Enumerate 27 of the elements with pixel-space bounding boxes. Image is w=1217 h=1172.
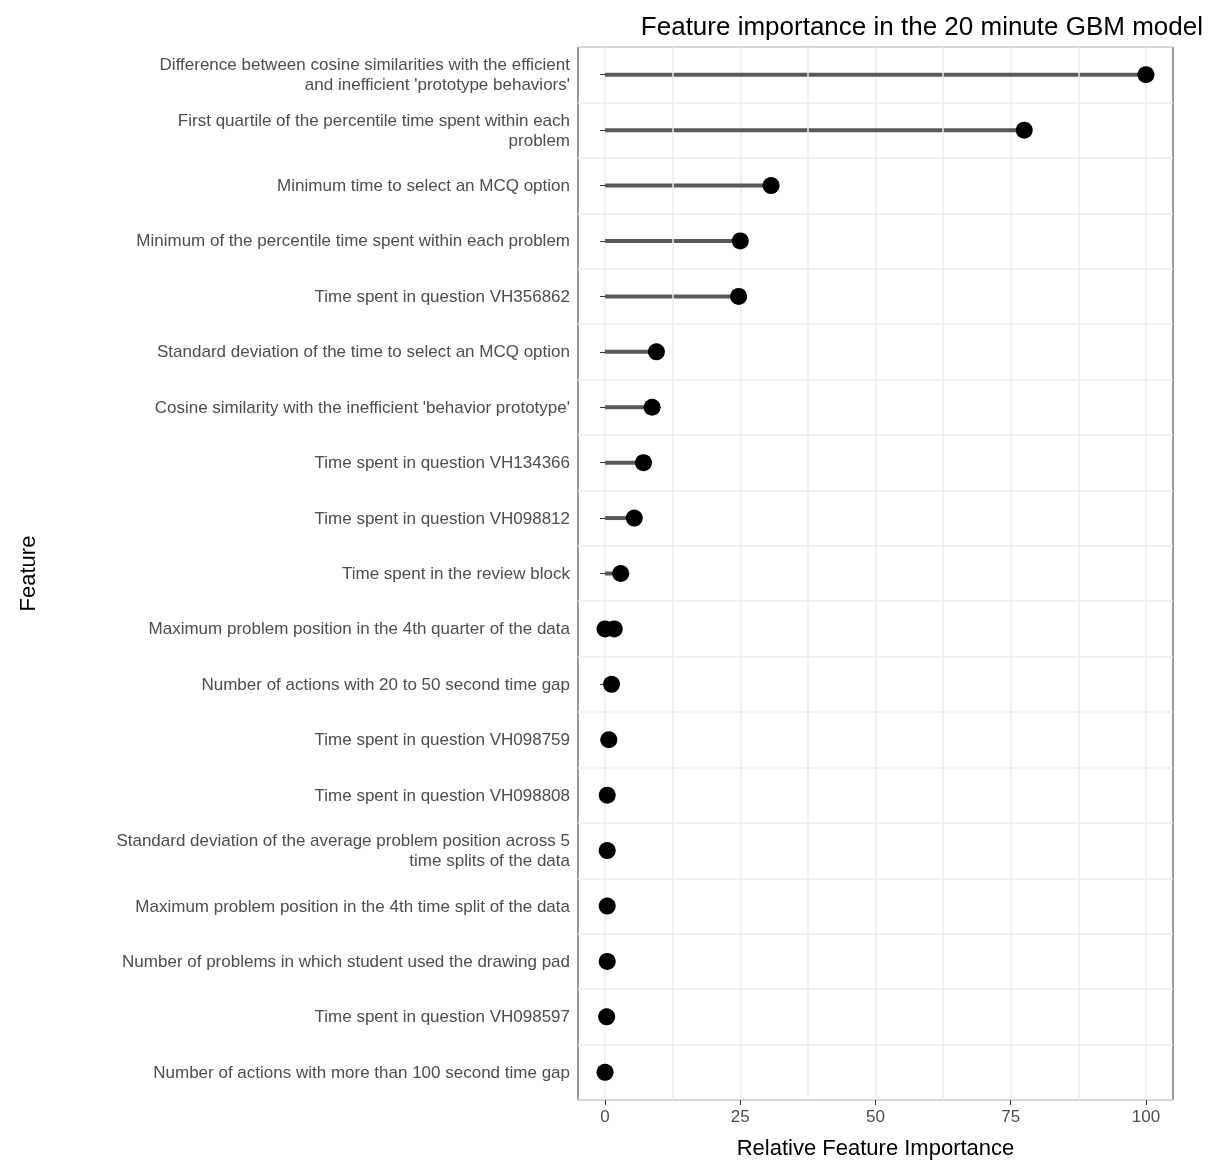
y-tick-label: Time spent in question VH356862 xyxy=(314,286,570,306)
chart-title: Feature importance in the 20 minute GBM model xyxy=(640,11,1204,41)
y-tick-label: Time spent in question VH098597 xyxy=(314,1007,570,1027)
x-tick-label: 100 xyxy=(1131,1107,1161,1126)
y-tick-label: Time spent in question VH098808 xyxy=(314,785,570,805)
y-tick-label: Time spent in question VH098812 xyxy=(314,508,570,528)
y-tick-label: Time spent in question VH098759 xyxy=(314,730,570,750)
y-tick-label: Difference between cosine similarities with the efficient and inefficient 'prototype behaviors' xyxy=(159,55,571,95)
x-tick-label: 25 xyxy=(730,1107,750,1126)
x-tick-label: 0 xyxy=(600,1107,610,1126)
y-tick-label: Time spent in the review block xyxy=(341,564,571,583)
y-tick-label: Number of actions with 20 to 50 second time gap xyxy=(201,674,570,694)
y-axis-title: Feature xyxy=(14,535,40,612)
y-tick-label: Number of actions with more than 100 second time gap xyxy=(153,1062,570,1082)
y-tick-label: Cosine similarity with the inefficient 'behavior prototype' xyxy=(154,397,570,417)
y-tick-label: Number of problems in which student used the drawing pad xyxy=(122,951,570,971)
y-tick-label: First quartile of the percentile time spent within each problem xyxy=(177,110,570,150)
y-tick-label: Maximum problem position in the 4th time split of the data xyxy=(135,896,571,916)
y-tick-label: Standard deviation of the average problem position across 5 time splits of the data xyxy=(116,831,571,871)
x-tick-label: 75 xyxy=(1001,1107,1021,1126)
x-tick-label: 50 xyxy=(866,1107,885,1126)
y-tick-label: Standard deviation of the time to select an MCQ option xyxy=(157,342,570,362)
x-axis-title: Relative Feature Importance xyxy=(736,1134,1015,1160)
y-tick-label: Maximum problem position in the 4th quarter of the data xyxy=(148,619,571,639)
y-tick-label: Minimum of the percentile time spent within each problem xyxy=(136,231,570,251)
y-tick-label: Minimum time to select an MCQ option xyxy=(277,176,570,196)
y-tick-label: Time spent in question VH134366 xyxy=(314,453,570,473)
